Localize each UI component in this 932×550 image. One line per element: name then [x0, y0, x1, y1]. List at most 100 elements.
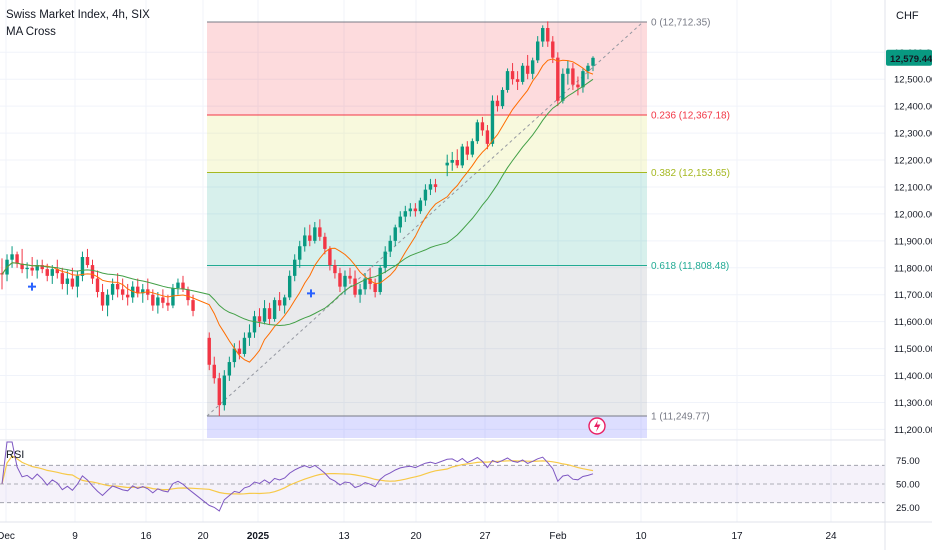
price-tick-label: 12,500.00 — [894, 75, 932, 86]
candle-body — [490, 100, 495, 144]
candle-body — [25, 267, 29, 270]
candle-body — [571, 68, 575, 85]
candle-body — [30, 267, 34, 271]
fib-level-label: 0.618 (11,808.48) — [651, 261, 729, 272]
candle-body — [35, 265, 39, 271]
rsi-tick-label: 25.00 — [896, 503, 920, 514]
candle-body — [475, 122, 480, 142]
candle-body — [207, 337, 211, 365]
candle-body — [323, 236, 327, 249]
candle-body — [343, 275, 347, 287]
fib-zone — [207, 114, 647, 173]
time-tick-label: 20 — [410, 531, 422, 542]
candle-body — [480, 122, 485, 131]
candle-body — [100, 292, 105, 306]
candle-body — [353, 278, 357, 295]
candle-body — [586, 65, 590, 72]
candle-body — [460, 146, 464, 166]
price-tick-label: 12,000.00 — [894, 209, 932, 220]
candle-body — [338, 273, 342, 287]
candle-body — [591, 57, 595, 66]
time-tick-label: 16 — [140, 531, 152, 542]
price-tick-label: 11,800.00 — [894, 263, 932, 274]
price-tick-label: 12,300.00 — [894, 129, 932, 140]
indicator-legend[interactable]: MA Cross — [6, 26, 56, 38]
candle-body — [313, 227, 317, 241]
candle-body — [242, 337, 247, 354]
price-tick-label: 12,100.00 — [894, 182, 932, 193]
candle-body — [70, 278, 75, 287]
time-tick-label: 2025 — [247, 531, 270, 542]
candle-body — [413, 208, 418, 212]
candle-body — [418, 200, 423, 212]
candle-body — [520, 65, 525, 82]
candle-body — [398, 216, 402, 228]
candle-body — [55, 269, 60, 274]
candle-body — [500, 89, 505, 107]
candle-body — [581, 71, 585, 88]
candle-body — [428, 184, 433, 190]
candle-body — [373, 283, 377, 293]
candle-body — [546, 28, 550, 42]
candle-body — [247, 332, 252, 338]
currency-label[interactable]: CHF — [896, 10, 919, 22]
price-tick-label: 11,200.00 — [894, 425, 932, 436]
candle-body — [576, 84, 580, 88]
candle-body — [120, 289, 125, 295]
candle-body — [433, 184, 438, 187]
candle-body — [348, 275, 352, 279]
price-tick-label: 11,900.00 — [894, 236, 932, 247]
candle-body — [136, 286, 140, 294]
time-tick-label: 27 — [479, 531, 491, 542]
candle-body — [303, 235, 307, 247]
fib-trend-line — [206, 21, 644, 417]
candle-body — [566, 68, 570, 74]
candle-body — [282, 297, 287, 306]
candle-body — [383, 251, 387, 268]
candle-body — [378, 267, 382, 293]
chart-title[interactable]: Swiss Market Index, 4h, SIX — [6, 9, 150, 21]
candle-body — [65, 278, 70, 284]
candle-body — [252, 316, 257, 333]
time-tick-label: 20 — [197, 531, 209, 542]
candle-body — [232, 348, 237, 363]
fib-level-label: 1 (11,249.77) — [651, 412, 710, 423]
candle-body — [267, 308, 272, 319]
candle-body — [191, 300, 195, 311]
candle-body — [556, 57, 560, 101]
fib-level-label: 0.382 (12,153.65) — [651, 168, 730, 179]
rsi-tick-label: 75.00 — [896, 456, 920, 467]
candle-body — [535, 41, 540, 61]
fib-zone — [207, 172, 647, 266]
price-tick-label: 11,400.00 — [894, 371, 932, 382]
candle-body — [272, 300, 277, 319]
candle-body — [423, 189, 428, 201]
candle-body — [257, 316, 262, 322]
candle-body — [75, 275, 80, 287]
fib-level-label: 0.236 (12,367.18) — [651, 110, 730, 121]
time-tick-label: 9 — [72, 531, 78, 542]
candle-body — [333, 265, 337, 274]
time-tick-label: 13 — [338, 531, 350, 542]
rsi-tick-label: 50.00 — [896, 480, 920, 491]
candle-body — [455, 160, 459, 166]
candle-body — [40, 265, 44, 270]
candle-body — [45, 269, 49, 276]
candle-body — [171, 287, 175, 306]
candle-body — [495, 100, 500, 107]
candle-body — [393, 227, 397, 241]
candle-body — [388, 240, 392, 252]
price-tick-label: 11,600.00 — [894, 317, 932, 328]
event-bolt-icon — [594, 420, 601, 432]
rsi-legend[interactable]: RSI — [6, 449, 25, 461]
candle-body — [60, 273, 65, 284]
candle-body — [156, 297, 160, 306]
fib-level-label: 0 (12,712.35) — [651, 18, 711, 29]
candle-body — [298, 246, 302, 260]
candle-body — [408, 208, 413, 212]
last-price-tag — [886, 49, 932, 66]
candle-body — [115, 283, 120, 290]
candle-body — [141, 289, 145, 294]
candle-body — [166, 302, 170, 306]
